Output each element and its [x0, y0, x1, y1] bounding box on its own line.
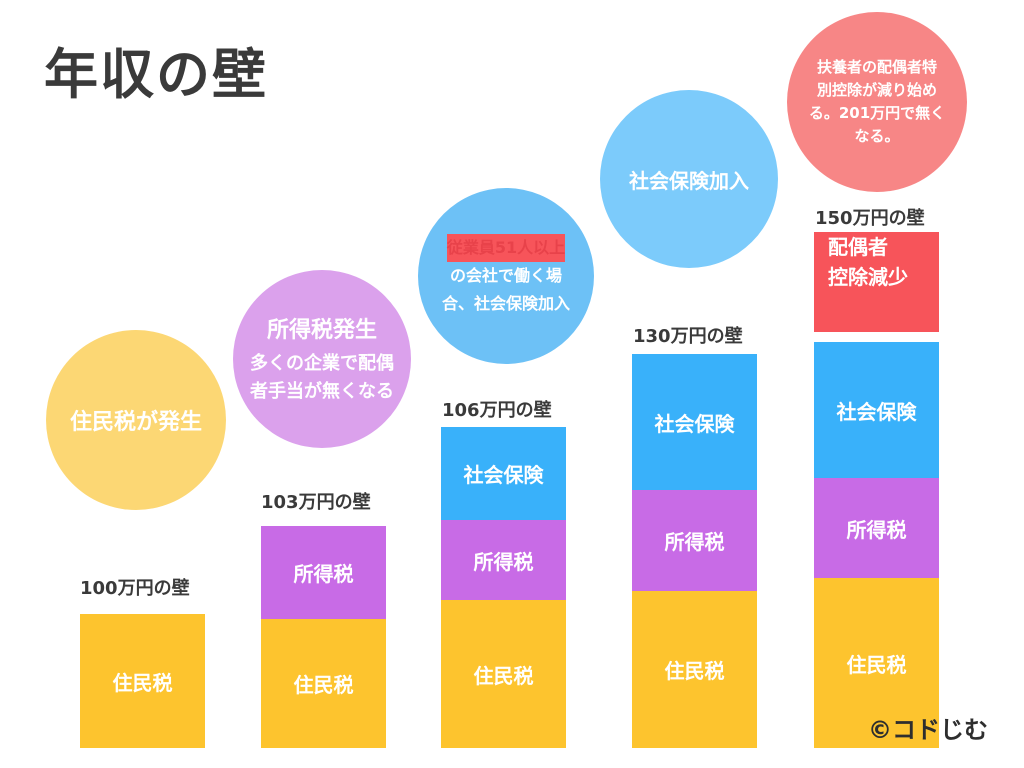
circle-income-tax-heading: 所得税発生: [266, 318, 377, 343]
bar-130-income-tax: 所得税: [632, 490, 757, 591]
bar-150-resident-tax: 住民税: [814, 578, 939, 748]
circle-spouse-deduction-line-3: る。201万円で無く: [808, 104, 946, 122]
wall-label-100: 100万円の壁: [80, 578, 190, 599]
circle-company-insurance-line-2: の会社で働く場: [449, 266, 562, 285]
bar-106-resident-tax: 住民税: [441, 600, 566, 748]
bar-106-social-insurance: 社会保険: [441, 427, 566, 520]
wall-label-106: 106万円の壁: [442, 400, 552, 421]
bar-150-social-insurance: 社会保険: [814, 342, 939, 478]
bar-150-spouse-deduction-line-1: 配偶者: [828, 235, 888, 259]
wall-label-103: 103万円の壁: [261, 492, 371, 513]
circle-spouse-deduction-line-2: 別控除が減り始め: [816, 81, 937, 99]
circle-resident-tax: 住民税が発生: [46, 330, 226, 510]
circle-income-tax-body-1: 多くの企業で配偶: [250, 353, 394, 374]
bar-103-resident-tax: 住民税: [261, 619, 386, 748]
circle-income-tax: 所得税発生 多くの企業で配偶 者手当が無くなる: [233, 270, 411, 448]
circle-company-insurance: 従業員51人以上 の会社で働く場 合、社会保険加入: [418, 188, 594, 364]
bar-150-spouse-deduction: 配偶者 控除減少: [814, 232, 939, 332]
wall-label-130: 130万円の壁: [633, 326, 743, 347]
circle-company-insurance-line-1: 従業員51人以上: [446, 234, 566, 262]
bar-130-resident-tax: 住民税: [632, 591, 757, 748]
circle-resident-tax-text: 住民税が発生: [69, 410, 202, 435]
wall-label-150: 150万円の壁: [815, 208, 925, 229]
circle-company-insurance-line-3: 合、社会保険加入: [441, 294, 570, 313]
circle-spouse-deduction-line-1: 扶養者の配偶者特: [816, 58, 937, 76]
circle-spouse-deduction: 扶養者の配偶者特 別控除が減り始め る。201万円で無く なる。: [787, 12, 967, 192]
circle-income-tax-body-2: 者手当が無くなる: [250, 381, 394, 402]
bar-100-resident-tax: 住民税: [80, 614, 205, 748]
bar-106-income-tax: 所得税: [441, 520, 566, 600]
bar-103-income-tax: 所得税: [261, 526, 386, 619]
bar-130-social-insurance: 社会保険: [632, 354, 757, 490]
circle-spouse-deduction-line-4: なる。: [854, 127, 900, 145]
circle-social-insurance-text: 社会保険加入: [629, 168, 749, 193]
copyright-credit: ©コドじむ: [868, 716, 988, 744]
page-title: 年収の壁: [44, 43, 268, 106]
circle-social-insurance: 社会保険加入: [600, 90, 778, 268]
bar-150-income-tax: 所得税: [814, 478, 939, 578]
bar-150-spouse-deduction-line-2: 控除減少: [828, 265, 908, 289]
